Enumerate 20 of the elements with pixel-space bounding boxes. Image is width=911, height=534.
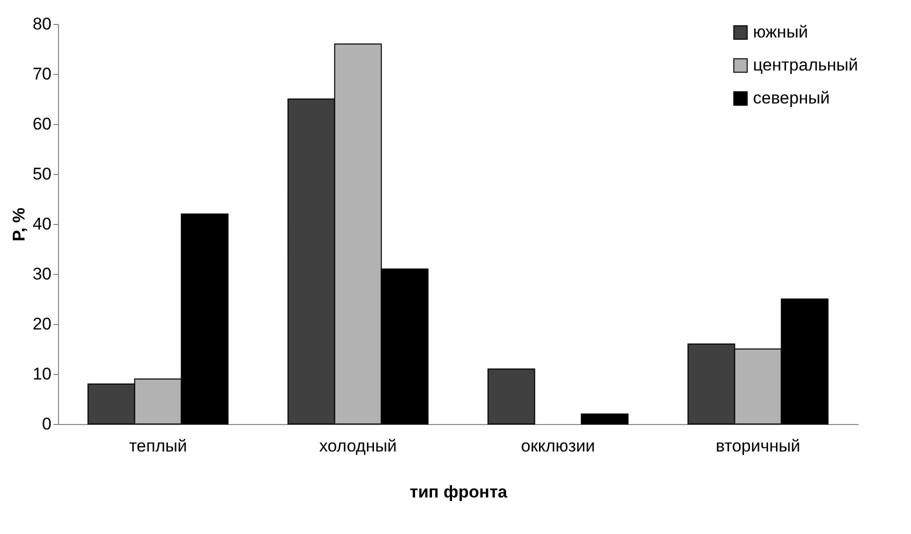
y-tick-label: 10 [32,364,52,384]
x-tick-label: окклюзии [521,436,595,456]
bar [580,414,628,424]
y-tick-label: 80 [32,14,52,34]
y-axis-title: P, % [10,208,29,242]
y-tick-label: 40 [32,214,52,234]
legend-label: северный [753,88,830,108]
x-tick-label: холодный [319,436,397,456]
legend-label: южный [753,22,808,42]
y-tick-label: 30 [32,264,52,284]
x-axis-title: тип фронта [410,482,508,502]
x-tick-label: теплый [129,436,187,456]
bar [488,368,536,424]
y-tick-label: 0 [42,414,52,434]
y-tick-label: 20 [32,314,52,334]
y-tick-label: 70 [32,64,52,84]
y-tick-label: 50 [32,164,52,184]
legend-label: центральный [753,56,858,74]
y-tick-label: 60 [32,114,52,134]
x-tick-label: вторичный [716,436,800,456]
